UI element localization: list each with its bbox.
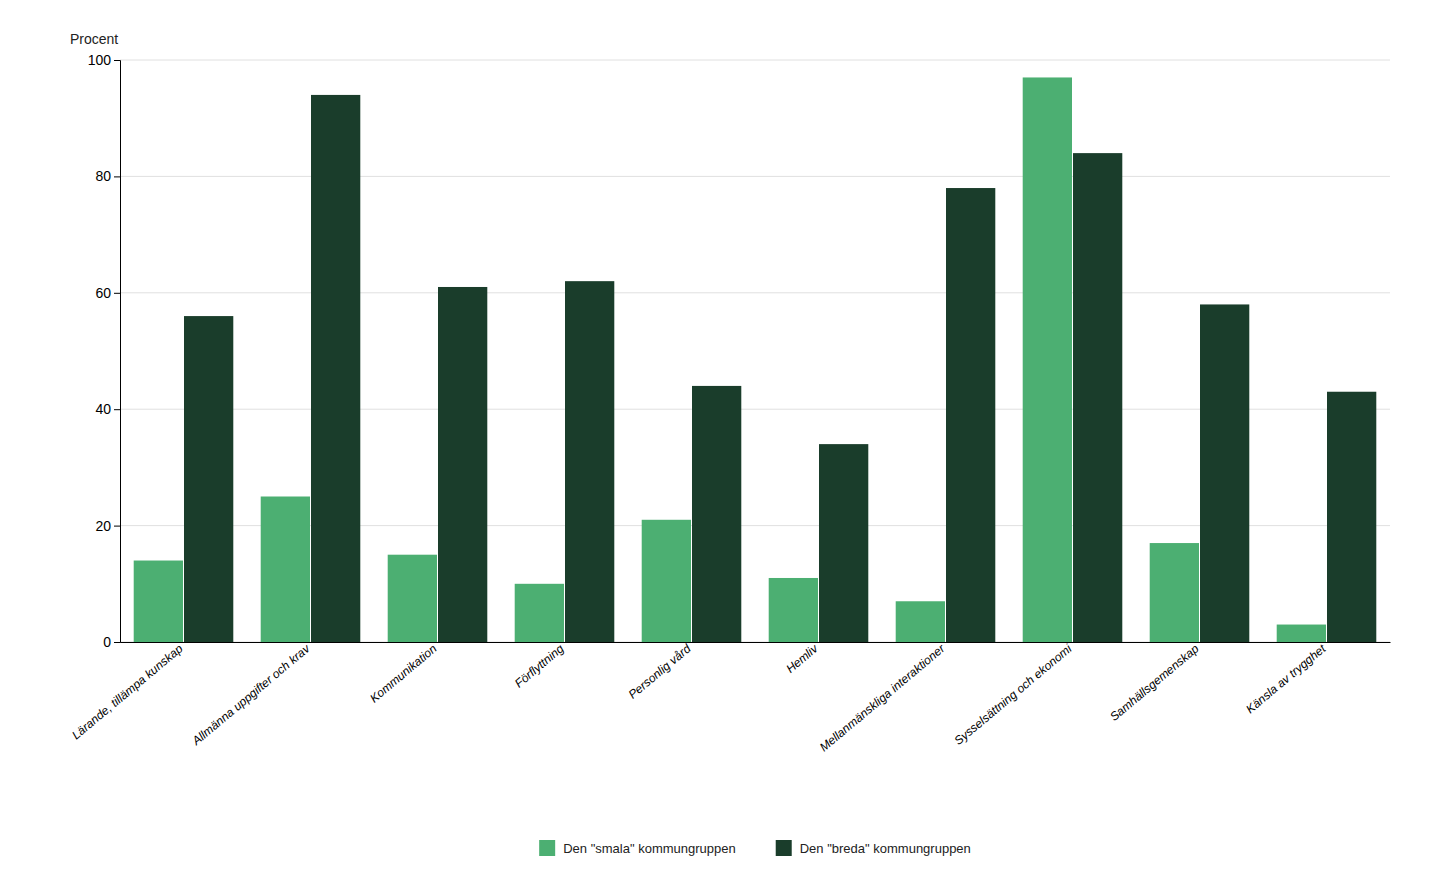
tick-label: Mellanmänskliga interaktioner	[817, 641, 948, 754]
tick-mark	[114, 642, 120, 643]
bars	[134, 77, 1377, 642]
tick-label: Lärande, tillämpa kunskap	[69, 641, 186, 742]
bar	[1073, 153, 1122, 642]
tick-mark	[114, 526, 120, 527]
tick-label: Känsla av trygghet	[1243, 641, 1329, 716]
x-axis: Lärande, tillämpa kunskapAllmänna uppgif…	[69, 641, 1390, 754]
x-tick: Mellanmänskliga interaktioner	[817, 641, 948, 754]
legend-swatch	[776, 840, 792, 856]
tick-label: 40	[95, 401, 111, 417]
tick-label: Personlig vård	[626, 641, 694, 701]
bar	[642, 520, 691, 642]
y-tick: 20	[95, 518, 120, 534]
tick-label: Samhällsgemenskap	[1107, 641, 1202, 724]
x-tick: Förflyttning	[512, 641, 567, 690]
grid-line	[120, 292, 1390, 293]
x-tick: Hemliv	[783, 641, 821, 676]
x-tick: Samhällsgemenskap	[1107, 641, 1202, 724]
bar	[1327, 392, 1376, 642]
bar	[388, 555, 437, 642]
tick-label: Sysselsättning och ekonomi	[951, 641, 1074, 748]
chart: 0 20 40 60 80 100 Lärande, tillämpa kunskapAll…	[0, 0, 1430, 882]
tick-label: 60	[95, 285, 111, 301]
grid-line	[120, 60, 1390, 61]
x-tick: Känsla av trygghet	[1243, 641, 1329, 716]
grid-line	[120, 409, 1390, 410]
tick-label: 0	[103, 634, 111, 650]
tick-label: Förflyttning	[512, 641, 567, 690]
bar	[1277, 625, 1326, 642]
x-tick: Personlig vård	[626, 641, 694, 701]
bar	[1200, 304, 1249, 642]
axis-line	[121, 642, 1391, 643]
tick-mark	[114, 409, 120, 410]
y-tick: 60	[95, 285, 120, 301]
legend-label: Den "breda" kommungruppen	[800, 841, 971, 856]
y-tick: 100	[88, 52, 120, 68]
bar	[1023, 77, 1072, 642]
grid	[120, 60, 1390, 642]
bar	[261, 497, 310, 643]
grid-line	[120, 642, 1390, 643]
x-tick: Allmänna uppgifter och krav	[189, 641, 313, 749]
legend-swatch	[539, 840, 555, 856]
tick-label: Kommunikation	[367, 641, 440, 705]
axis-line	[114, 61, 121, 643]
tick-label: Hemliv	[783, 641, 821, 676]
bar	[769, 578, 818, 642]
bar	[311, 95, 360, 642]
y-tick: 80	[95, 168, 120, 184]
bar	[438, 287, 487, 642]
tick-label: 100	[88, 52, 112, 68]
x-tick: Kommunikation	[367, 641, 440, 705]
tick-mark	[114, 176, 120, 177]
y-axis-label: Procent	[70, 31, 118, 47]
tick-label: 20	[95, 518, 111, 534]
tick-mark	[114, 60, 120, 61]
legend-item: Den "breda" kommungruppen	[776, 840, 971, 856]
bar	[946, 188, 995, 642]
bar	[134, 561, 183, 642]
bar-series	[184, 95, 1376, 642]
legend: Den "smala" kommungruppen Den "breda" kom…	[539, 840, 971, 856]
bar	[565, 281, 614, 642]
bar	[692, 386, 741, 642]
tick-label: 80	[95, 168, 111, 184]
plot: 0 20 40 60 80 100 Lärande, tillämpa kunskapAll…	[69, 52, 1390, 754]
bar	[515, 584, 564, 642]
tick-mark	[114, 293, 120, 294]
bar	[819, 444, 868, 642]
grid-line	[120, 176, 1390, 177]
y-tick: 40	[95, 401, 120, 417]
grid-line	[120, 525, 1390, 526]
bar	[896, 601, 945, 642]
y-axis: 0 20 40 60 80 100	[88, 52, 121, 650]
legend-label: Den "smala" kommungruppen	[563, 841, 736, 856]
bar	[1150, 543, 1199, 642]
y-tick: 0	[103, 634, 120, 650]
bar	[184, 316, 233, 642]
x-tick: Lärande, tillämpa kunskap	[69, 641, 186, 742]
x-tick: Sysselsättning och ekonomi	[951, 641, 1074, 748]
legend-item: Den "smala" kommungruppen	[539, 840, 736, 856]
tick-label: Allmänna uppgifter och krav	[189, 641, 313, 749]
bar-series	[134, 77, 1326, 642]
